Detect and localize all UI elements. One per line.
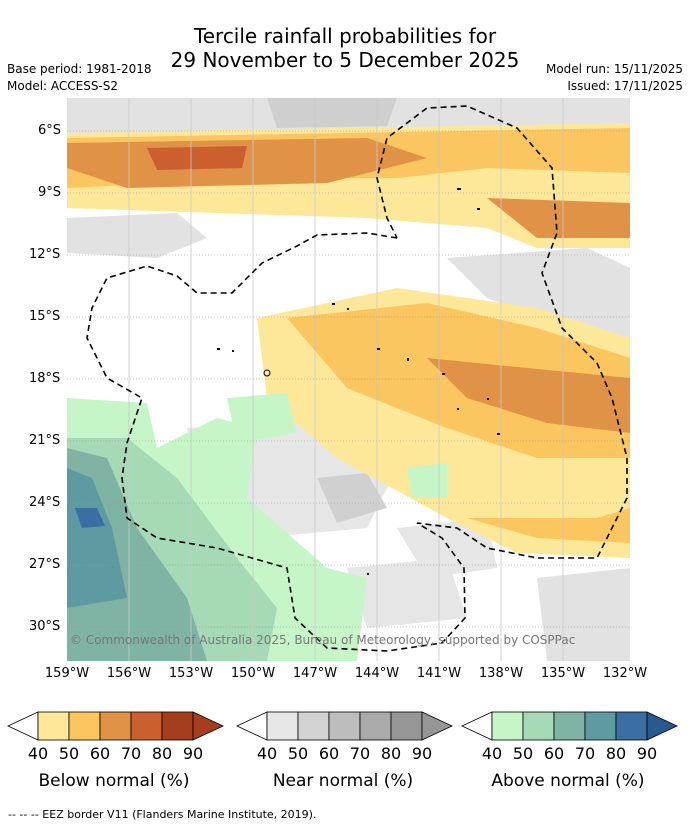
probability-map xyxy=(67,98,630,661)
lat-label: 27°S xyxy=(29,557,61,572)
legend-high-arrow xyxy=(192,711,224,741)
map-title-line-1: Tercile rainfall probabilities for xyxy=(193,24,497,48)
legend-swatch xyxy=(161,711,194,741)
legend-tick-label: 80 xyxy=(605,744,627,763)
below-normal-area xyxy=(427,358,630,433)
near-normal-area xyxy=(537,568,630,661)
legend-tick-label: 90 xyxy=(411,744,433,763)
legend-swatch xyxy=(584,711,617,741)
legend-low-arrow xyxy=(461,711,493,741)
issued-date: Issued: 17/11/2025 xyxy=(567,79,683,93)
legend-near-normal-bar xyxy=(236,711,453,741)
legend-swatch xyxy=(615,711,648,741)
legend-swatch xyxy=(130,711,163,741)
eez-border xyxy=(86,105,628,652)
legend-low-arrow xyxy=(236,711,268,741)
lon-label: 141°W xyxy=(416,666,462,681)
map-credit: © Commonwealth of Australia 2025, Bureau… xyxy=(70,633,576,647)
below-normal-area xyxy=(147,146,247,170)
lon-label: 132°W xyxy=(602,666,648,681)
legend-swatch xyxy=(328,711,361,741)
lon-label: 156°W xyxy=(106,666,152,681)
lat-label: 6°S xyxy=(38,123,62,138)
lon-label: 135°W xyxy=(540,666,586,681)
lon-label: 147°W xyxy=(292,666,338,681)
near-normal-area xyxy=(447,248,630,338)
legend-above-normal-bar xyxy=(461,711,678,741)
eez-footer: -- -- -- EEZ border V11 (Flanders Marine… xyxy=(8,808,317,821)
lat-label: 9°S xyxy=(38,185,62,200)
legend-high-arrow xyxy=(646,711,678,741)
lon-label: 144°W xyxy=(354,666,400,681)
legend-swatch xyxy=(553,711,586,741)
legend-tick-label: 40 xyxy=(481,744,503,763)
islands xyxy=(217,188,500,575)
legend-swatch xyxy=(297,711,330,741)
legend-colorbars xyxy=(7,711,678,741)
legend-tick-label: 80 xyxy=(380,744,402,763)
lat-label: 21°S xyxy=(29,433,61,448)
legend-below-normal-label: Below normal (%) xyxy=(38,771,190,791)
lat-label: 24°S xyxy=(29,495,61,510)
probability-map-canvas xyxy=(67,98,630,661)
lat-label: 18°S xyxy=(29,371,61,386)
legend-swatch xyxy=(37,711,70,741)
legend-swatch xyxy=(68,711,101,741)
legend-tick-label: 50 xyxy=(287,744,309,763)
model-run: Model run: 15/11/2025 xyxy=(545,62,683,76)
legend-tick-label: 50 xyxy=(512,744,534,763)
lat-label: 12°S xyxy=(29,247,61,262)
lat-label: 15°S xyxy=(29,309,61,324)
legend-tick-label: 70 xyxy=(574,744,596,763)
model-name: Model: ACCESS-S2 xyxy=(7,79,119,93)
legend-tick-label: 60 xyxy=(543,744,565,763)
above-normal-area xyxy=(75,508,105,528)
legend-low-arrow xyxy=(7,711,39,741)
above-normal-area xyxy=(227,393,297,443)
legend-tick-label: 70 xyxy=(120,744,142,763)
legend-swatch xyxy=(390,711,423,741)
near-normal-area xyxy=(317,473,387,523)
below-normal-area xyxy=(487,198,630,238)
legend-swatch xyxy=(491,711,524,741)
lon-label: 150°W xyxy=(230,666,276,681)
lon-label: 153°W xyxy=(168,666,214,681)
lon-label: 159°W xyxy=(44,666,90,681)
below-normal-area xyxy=(467,508,630,543)
legend-near-normal-label: Near normal (%) xyxy=(272,771,414,791)
legend-swatch xyxy=(99,711,132,741)
lat-label: 30°S xyxy=(29,619,61,634)
legend-tick-label: 80 xyxy=(151,744,173,763)
map-title-line-2: 29 November to 5 December 2025 xyxy=(170,48,520,72)
legend-high-arrow xyxy=(421,711,453,741)
legend-swatch xyxy=(266,711,299,741)
lon-label: 138°W xyxy=(478,666,524,681)
legend-swatch xyxy=(522,711,555,741)
legend-tick-label: 40 xyxy=(27,744,49,763)
legend-tick-label: 40 xyxy=(256,744,278,763)
legend-tick-label: 60 xyxy=(318,744,340,763)
legend-tick-label: 50 xyxy=(58,744,80,763)
legend-swatch xyxy=(359,711,392,741)
legend-tick-label: 60 xyxy=(89,744,111,763)
legend-tick-label: 90 xyxy=(182,744,204,763)
legend-above-normal-label: Above normal (%) xyxy=(491,771,645,791)
above-normal-area xyxy=(67,448,207,661)
near-normal-area xyxy=(67,213,207,258)
legend-below-normal-bar xyxy=(7,711,224,741)
legend-tick-label: 90 xyxy=(636,744,658,763)
legend-tick-label: 70 xyxy=(349,744,371,763)
meridians xyxy=(128,98,564,661)
near-normal-area xyxy=(267,98,397,128)
above-normal-area xyxy=(407,463,447,498)
base-period: Base period: 1981-2018 xyxy=(7,62,152,76)
graticule xyxy=(67,130,630,628)
